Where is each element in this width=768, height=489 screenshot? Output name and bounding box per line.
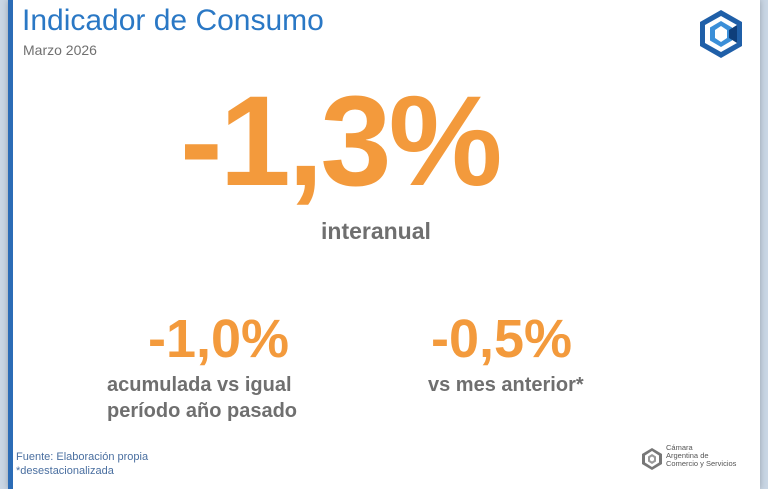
- accumulated-label: acumulada vs igual período año pasado: [107, 372, 367, 424]
- accumulated-value: -1,0%: [148, 309, 290, 369]
- left-accent-bar: [8, 0, 13, 489]
- monthly-label: vs mes anterior*: [428, 374, 584, 396]
- org-name-line2: Argentina de: [666, 451, 709, 460]
- seasonal-note: *desestacionalizada: [16, 465, 114, 477]
- interannual-value: -1,3%: [180, 70, 502, 213]
- footnote: Fuente: Elaboración propia *desestaciona…: [16, 450, 148, 478]
- accumulated-label-line1: acumulada vs igual: [107, 374, 292, 396]
- page-subtitle-date: Marzo 2026: [23, 42, 97, 58]
- cac-hexagon-logo-icon: [700, 10, 742, 58]
- source-note: Fuente: Elaboración propia: [16, 451, 149, 463]
- org-name: Cámara Argentina de Comercio y Servicios: [666, 444, 736, 468]
- accumulated-label-line2: período año pasado: [107, 400, 298, 422]
- monthly-value: -0,5%: [431, 309, 573, 369]
- page-title: Indicador de Consumo: [22, 4, 324, 37]
- org-name-line3: Comercio y Servicios: [666, 459, 737, 468]
- indicator-slide: Indicador de Consumo Marzo 2026 -1,3% in…: [8, 0, 760, 489]
- cac-small-logo-icon: [642, 448, 662, 470]
- interannual-label: interanual: [321, 218, 431, 244]
- org-name-line1: Cámara: [666, 443, 693, 452]
